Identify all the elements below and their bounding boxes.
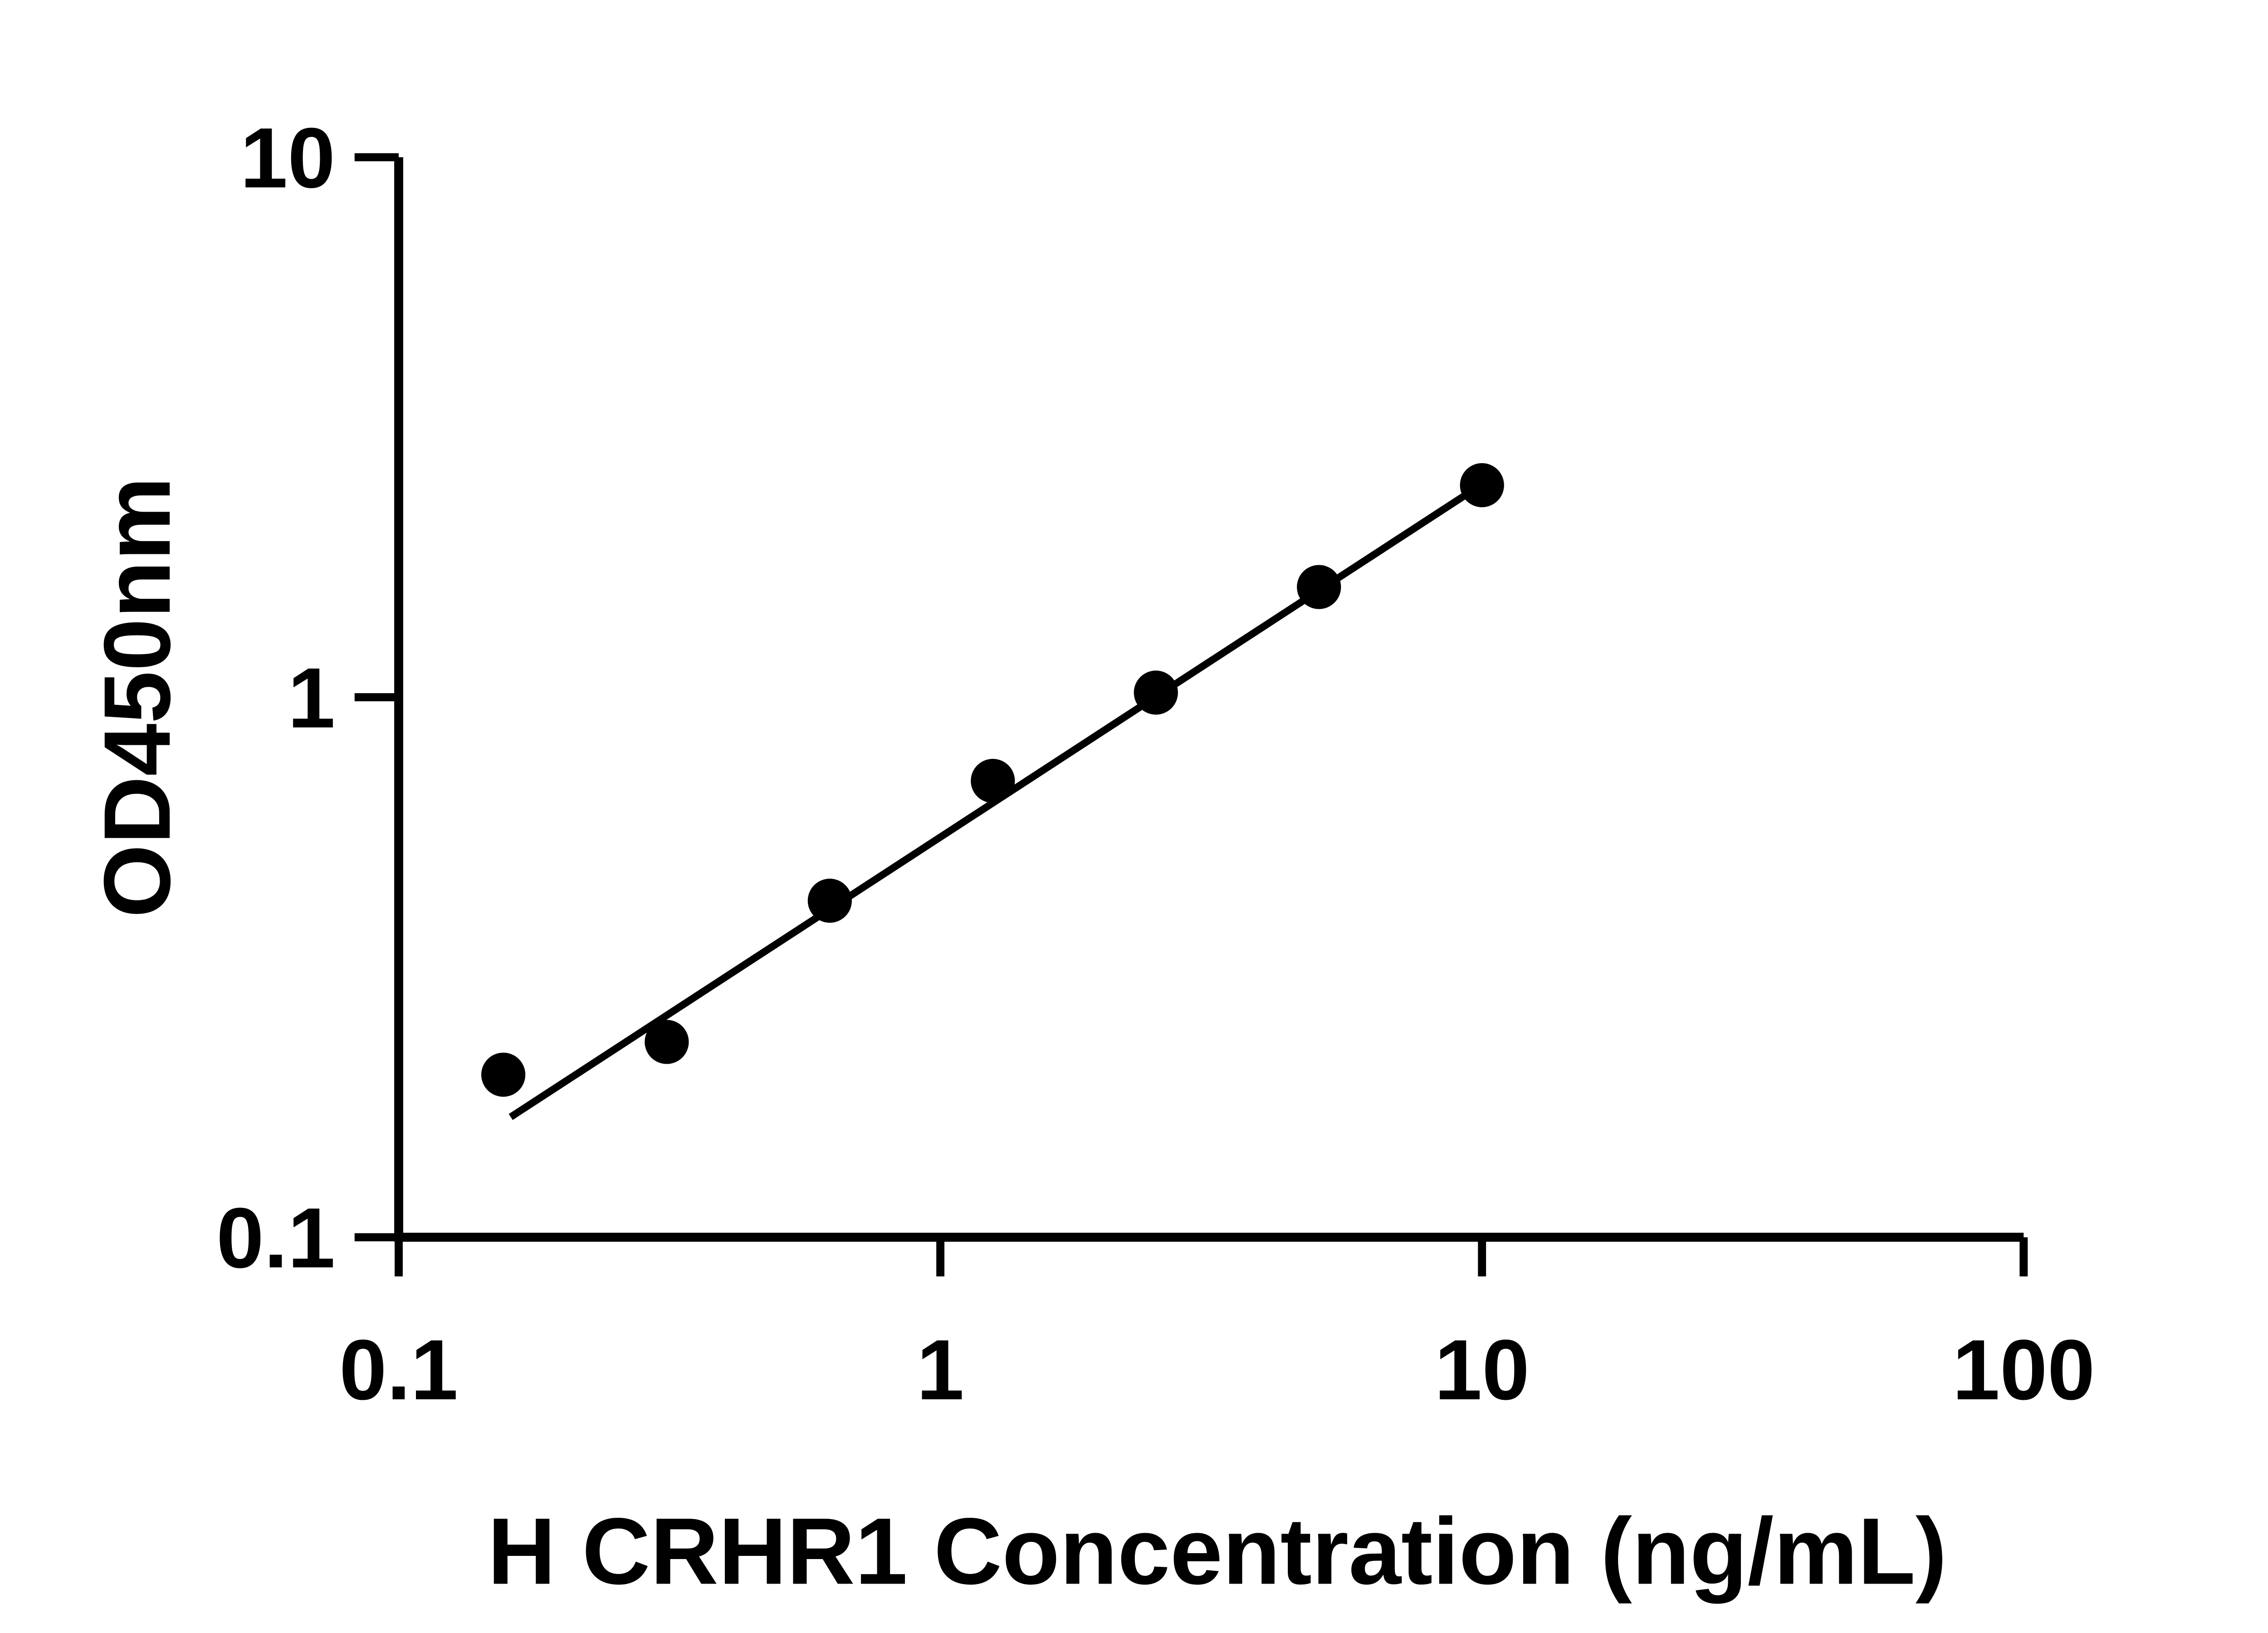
y-axis-title: OD450nm [84,477,190,918]
data-point [481,1052,526,1097]
y-tick-label: 0.1 [216,1190,335,1286]
axis-frame [394,157,2024,1242]
data-point [807,879,852,923]
data-point [1460,463,1504,508]
x-tick-label: 0.1 [339,1322,458,1418]
data-point [971,758,1015,803]
x-tick-label: 10 [1434,1322,1530,1418]
x-axis-title: H CRHR1 Concentration (ng/mL) [488,1498,1947,1604]
y-tick-label: 10 [240,110,335,205]
tick-labels: 0.1 1 10 0.1 1 10 100 [216,110,2095,1418]
x-tick-label: 1 [917,1322,964,1418]
axes [354,153,2028,1276]
y-tick-label: 1 [288,650,335,746]
data-point [1297,565,1341,609]
data-points [481,463,1504,1097]
data-point [1134,670,1178,715]
data-point [645,1020,689,1064]
x-tick-label: 100 [1952,1322,2095,1418]
